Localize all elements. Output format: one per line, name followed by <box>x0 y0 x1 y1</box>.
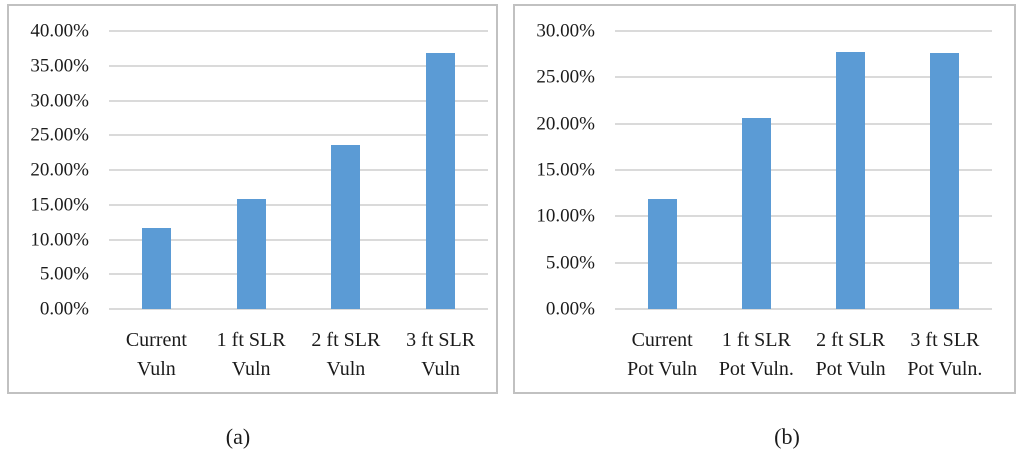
gridline <box>615 215 992 218</box>
gridline <box>109 169 488 171</box>
gridline <box>615 76 992 79</box>
bar <box>141 227 171 309</box>
y-tick-label: 20.00% <box>536 113 595 135</box>
bar <box>647 198 677 309</box>
y-tick-label: 30.00% <box>536 20 595 42</box>
bar <box>331 144 361 309</box>
gridline <box>109 238 488 241</box>
caption-b: (b) <box>774 424 800 449</box>
gridline <box>109 99 488 102</box>
chart-panel-b: 30.00% 25.00% 20.00% 15.00% 10.00% 5.00% 0.00%… <box>513 4 1016 394</box>
x-category-label: Current Pot Vuln <box>627 329 698 380</box>
y-tick-label: 25.00% <box>30 124 89 146</box>
caption-a: (a) <box>225 424 251 449</box>
x-category-label: Current Vuln <box>125 329 187 380</box>
gridline <box>615 122 992 125</box>
y-tick-label: 15.00% <box>30 194 89 216</box>
y-tick-label: 5.00% <box>545 252 595 274</box>
plot-area <box>615 30 992 310</box>
plot-area <box>109 30 488 310</box>
y-tick-label: 30.00% <box>30 90 89 111</box>
x-category-label: 3 ft SLR Vuln <box>406 329 476 380</box>
bar <box>426 53 456 309</box>
x-axis: Current Pot Vuln 1 ft SLR Pot Vuln. 2 ft S… <box>615 326 992 384</box>
y-tick-label: 10.00% <box>30 229 89 250</box>
x-category-label: 2 ft SLR Pot Vuln <box>815 329 886 380</box>
gridline <box>109 273 488 276</box>
bar <box>741 118 771 309</box>
gridline <box>109 64 488 67</box>
gridline <box>109 203 488 206</box>
y-tick-label: 5.00% <box>39 263 89 285</box>
y-tick-label: 10.00% <box>536 205 595 227</box>
gridline <box>615 169 992 171</box>
y-tick-label: 0.00% <box>39 298 89 320</box>
gridline <box>109 308 488 310</box>
x-category-label: 1 ft SLR Vuln <box>216 329 286 380</box>
y-tick-label: 0.00% <box>545 298 595 320</box>
gridline <box>615 30 992 32</box>
gridline <box>615 261 992 264</box>
x-category-label: 2 ft SLR Vuln <box>311 329 381 380</box>
y-axis: 40.00% 35.00% 30.00% 25.00% 20.00% 15.00% 10.0… <box>9 22 89 319</box>
x-axis: Current Vuln 1 ft SLR Vuln 2 ft SLR Vuln 3 … <box>109 326 488 384</box>
y-tick-label: 40.00% <box>30 20 89 42</box>
bar <box>930 53 960 309</box>
x-category-label: 3 ft SLR Pot Vuln. <box>907 329 983 380</box>
gridline <box>109 134 488 137</box>
y-tick-label: 15.00% <box>536 159 595 181</box>
chart-panel-a: 40.00% 35.00% 30.00% 25.00% 20.00% 15.00% 10.0… <box>7 4 498 394</box>
bar <box>236 199 266 309</box>
gridline <box>109 30 488 32</box>
gridline <box>615 308 992 310</box>
y-tick-label: 20.00% <box>30 159 89 181</box>
x-category-label: 1 ft SLR Pot Vuln. <box>718 329 794 380</box>
y-tick-label: 35.00% <box>30 55 89 77</box>
y-axis: 30.00% 25.00% 20.00% 15.00% 10.00% 5.00% 0.00% <box>515 22 595 319</box>
bar <box>836 52 866 309</box>
y-tick-label: 25.00% <box>536 66 595 88</box>
